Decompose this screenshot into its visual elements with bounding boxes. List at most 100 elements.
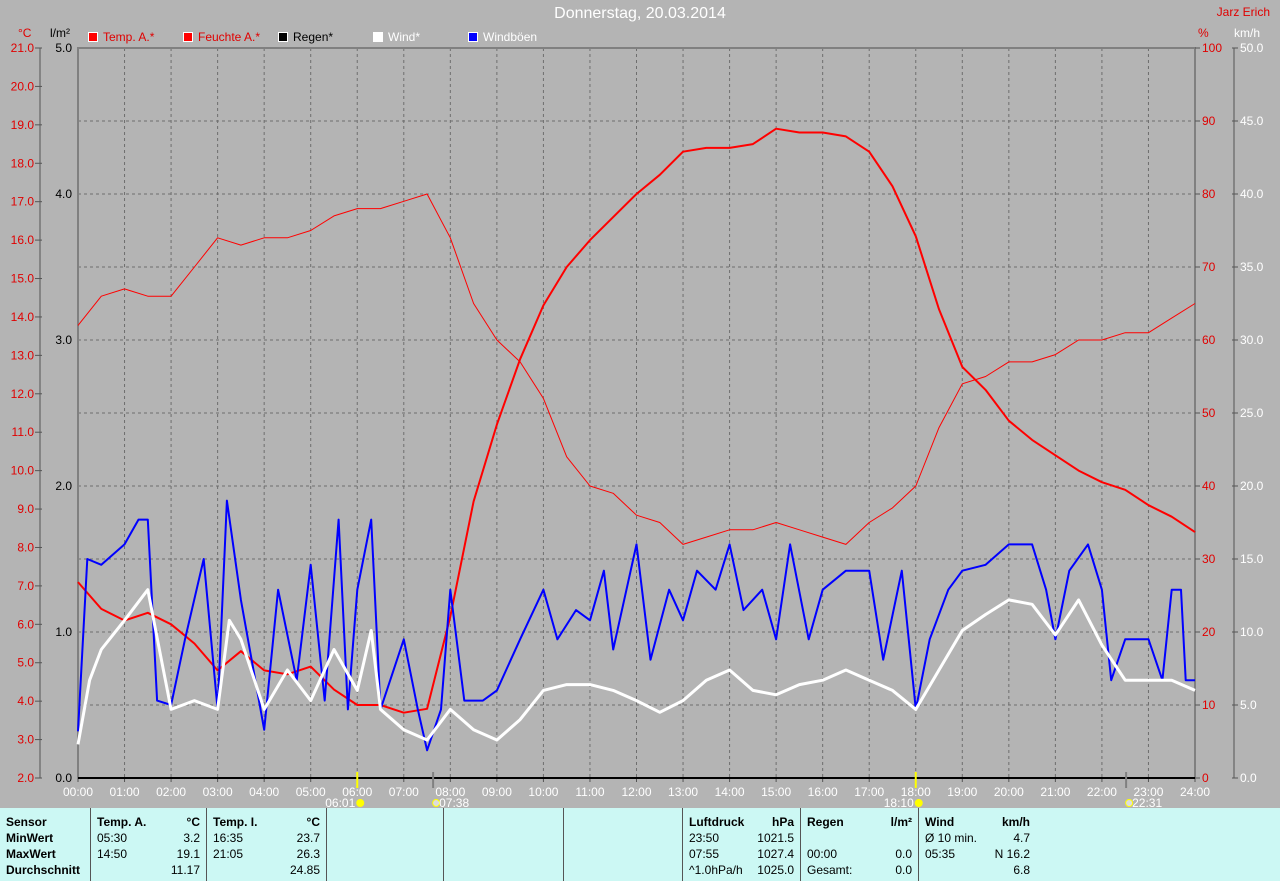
sunset-icon — [914, 799, 923, 807]
x-tick-label: 22:00 — [1087, 785, 1117, 799]
x-tick-label: 16:00 — [808, 785, 838, 799]
rain-tick-label: 2.0 — [55, 479, 72, 493]
humidity-tick-label: 100 — [1202, 41, 1222, 55]
temp-tick-label: 12.0 — [11, 387, 35, 401]
sunrise-icon — [356, 799, 365, 807]
wind-tick-label: 20.0 — [1240, 479, 1264, 493]
series-temp-a — [77, 127, 1196, 714]
legend-wind[interactable]: Wind* — [373, 30, 468, 44]
x-tick-label: 08:00 — [435, 785, 465, 799]
temp-tick-label: 3.0 — [17, 733, 34, 747]
temp-tick-label: 19.0 — [11, 118, 35, 132]
legend-temp[interactable]: Temp. A.* — [88, 30, 183, 44]
wind-tick-label: 25.0 — [1240, 406, 1264, 420]
humidity-tick-label: 30 — [1202, 552, 1216, 566]
x-tick-label: 11:00 — [575, 785, 604, 799]
x-tick-label: 07:00 — [389, 785, 419, 799]
series-wind — [76, 588, 1196, 745]
x-tick-label: 05:00 — [296, 785, 326, 799]
x-tick-label: 17:00 — [854, 785, 884, 799]
x-tick-label: 09:00 — [482, 785, 512, 799]
humidity-tick-label: 50 — [1202, 406, 1216, 420]
humidity-tick-label: 20 — [1202, 625, 1216, 639]
x-tick-label: 24:00 — [1180, 785, 1210, 799]
temp-tick-label: 13.0 — [11, 348, 35, 362]
legend-gust[interactable]: Windböen — [468, 30, 563, 44]
x-tick-label: 20:00 — [994, 785, 1024, 799]
x-tick-label: 03:00 — [203, 785, 233, 799]
temp-tick-label: 18.0 — [11, 156, 35, 170]
x-tick-label: 02:00 — [156, 785, 186, 799]
legend-swatch — [183, 32, 193, 42]
temp-tick-label: 10.0 — [11, 464, 35, 478]
x-tick-label: 06:00 — [342, 785, 372, 799]
col-temp-i: Temp. I. °C 16:35 23.7 21:05 26.3 24.85 — [206, 808, 327, 881]
x-tick-label: 00:00 — [63, 785, 93, 799]
temp-tick-label: 17.0 — [11, 195, 35, 209]
temp-tick-label: 20.0 — [11, 79, 35, 93]
temp-tick-label: 2.0 — [17, 771, 34, 785]
moonset-icon — [432, 799, 441, 807]
x-tick-label: 21:00 — [1040, 785, 1070, 799]
temp-tick-label: 8.0 — [17, 540, 34, 554]
humidity-axis-unit: % — [1198, 26, 1209, 40]
legend-swatch — [468, 32, 478, 42]
author-label: Jarz Erich — [1216, 5, 1270, 19]
col-temp-a: Temp. A. °C 05:30 3.2 14:50 19.1 11.17 — [90, 808, 207, 881]
marker-label: 18:10 — [884, 796, 914, 808]
chart-title: Donnerstag, 20.03.2014 — [554, 5, 726, 22]
legend-swatch — [278, 32, 288, 42]
wind-tick-label: 10.0 — [1240, 625, 1264, 639]
rain-tick-label: 3.0 — [55, 333, 72, 347]
col-wind: Wind km/h Ø 10 min. 4.7 05:35 N 16.2 6.8 — [925, 815, 1030, 877]
wind-axis-unit: km/h — [1234, 26, 1261, 40]
x-tick-label: 01:00 — [110, 785, 140, 799]
weather-chart: 00:00 01:00 02:00 03:00 04:00 05:00 06:00 07:00… — [11, 41, 1264, 808]
x-tick-label: 14:00 — [715, 785, 745, 799]
humidity-tick-label: 90 — [1202, 114, 1216, 128]
legend-humidity[interactable]: Feuchte A.* — [183, 30, 278, 44]
x-tick-label: 15:00 — [761, 785, 791, 799]
x-tick-label: 13:00 — [668, 785, 698, 799]
humidity-tick-label: 80 — [1202, 187, 1216, 201]
wind-tick-label: 35.0 — [1240, 260, 1264, 274]
temp-tick-label: 6.0 — [17, 617, 34, 631]
temp-tick-label: 9.0 — [17, 502, 34, 516]
rain-tick-label: 0.0 — [55, 771, 72, 785]
x-tick-label: 19:00 — [947, 785, 977, 799]
col-pressure: Luftdruck hPa 23:50 1021.5 07:55 1027.4 ^1.… — [682, 808, 801, 881]
marker-label: 06:01 — [325, 796, 355, 808]
rain-tick-label: 4.0 — [55, 187, 72, 201]
temp-tick-label: 4.0 — [17, 694, 34, 708]
col-rain: Regen l/m² 00:00 0.0 Gesamt: 0.0 — [800, 808, 919, 881]
wind-tick-label: 0.0 — [1240, 771, 1257, 785]
rain-axis-unit: l/m² — [50, 26, 70, 40]
temp-tick-label: 14.0 — [11, 310, 35, 324]
legend-rain[interactable]: Regen* — [278, 30, 373, 44]
temp-tick-label: 15.0 — [11, 272, 35, 286]
moonrise-icon — [1125, 799, 1134, 807]
legend: Temp. A.* Feuchte A.* Regen* Wind* Windb… — [88, 30, 563, 44]
humidity-tick-label: 0 — [1202, 771, 1209, 785]
stats-table: Sensor MinWert MaxWert Durchschnitt Temp. A… — [0, 808, 1280, 881]
series-feuchte-a — [77, 193, 1196, 545]
marker-label: 22:31 — [1132, 796, 1162, 808]
x-tick-label: 04:00 — [249, 785, 279, 799]
wind-tick-label: 45.0 — [1240, 114, 1264, 128]
marker-label: 07:38 — [439, 796, 469, 808]
rain-tick-label: 1.0 — [55, 625, 72, 639]
wind-tick-label: 50.0 — [1240, 41, 1264, 55]
humidity-tick-label: 40 — [1202, 479, 1216, 493]
wind-tick-label: 5.0 — [1240, 698, 1257, 712]
x-tick-label: 18:00 — [901, 785, 931, 799]
legend-swatch — [88, 32, 98, 42]
temp-tick-label: 11.0 — [12, 425, 35, 439]
wind-tick-label: 40.0 — [1240, 187, 1264, 201]
x-tick-label: 10:00 — [528, 785, 558, 799]
temp-tick-label: 7.0 — [17, 579, 34, 593]
temp-tick-label: 21.0 — [11, 41, 35, 55]
wind-tick-label: 15.0 — [1240, 552, 1264, 566]
temp-axis-unit: °C — [18, 26, 32, 40]
series-windböen — [77, 499, 1195, 752]
x-tick-label: 12:00 — [621, 785, 651, 799]
